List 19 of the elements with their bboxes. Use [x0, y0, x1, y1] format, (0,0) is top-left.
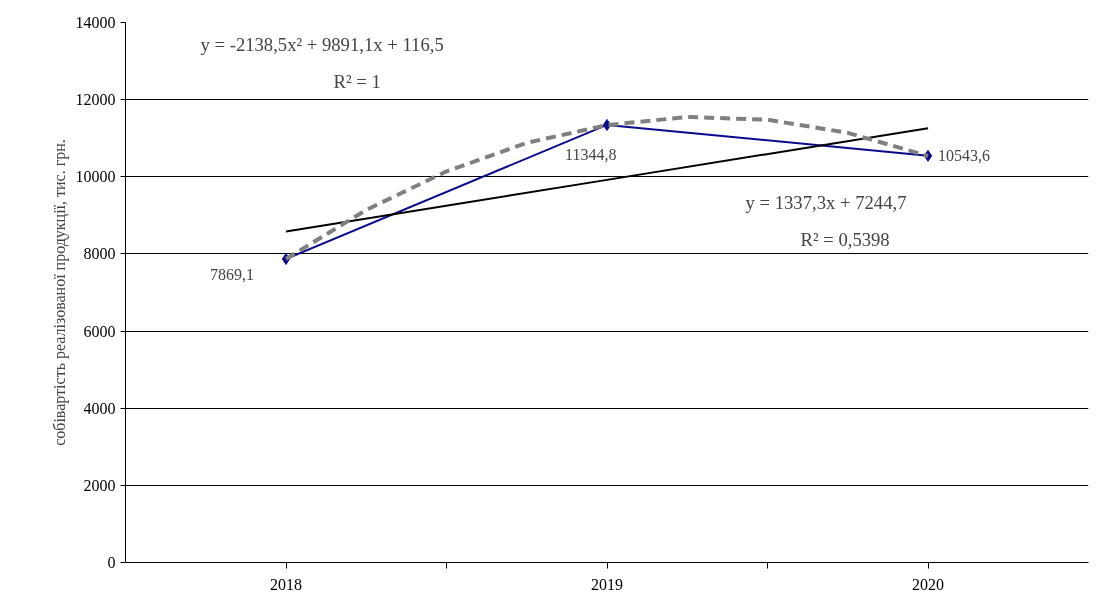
data-label: 10543,6 — [938, 147, 990, 165]
y-tick-label: 10000 — [75, 168, 116, 186]
annotation: R² = 0,5398 — [800, 228, 890, 250]
data-label: 11344,8 — [565, 146, 617, 164]
x-tick-label: 2020 — [912, 575, 944, 593]
y-tick-label: 6000 — [83, 322, 116, 340]
y-tick-label: 2000 — [83, 476, 116, 494]
x-tick-label: 2019 — [591, 575, 623, 593]
data-label: 7869,1 — [210, 266, 254, 284]
y-tick-label: 8000 — [83, 245, 116, 263]
annotation: y = 1337,3x + 7244,7 — [745, 191, 907, 213]
y-tick-label: 0 — [107, 554, 116, 571]
annotation: y = -2138,5x² + 9891,1x + 116,5 — [200, 33, 444, 55]
annotation: R² = 1 — [333, 70, 381, 92]
y-tick-label: 4000 — [83, 399, 116, 417]
y-tick-label: 14000 — [75, 14, 116, 31]
y-axis-title: собівартість реалізованої продукції, тис. грн. — [50, 139, 69, 446]
x-tick-label: 2018 — [270, 575, 302, 593]
y-tick-label: 12000 — [75, 91, 116, 109]
